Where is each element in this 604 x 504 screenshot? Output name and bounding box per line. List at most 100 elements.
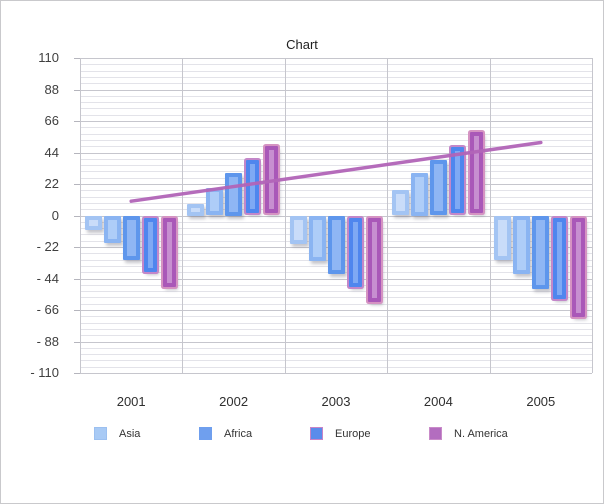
minor-gridline — [80, 64, 592, 66]
minor-gridline — [80, 190, 592, 192]
bar-africa-2002 — [225, 172, 243, 216]
major-gridline — [80, 152, 592, 154]
minor-gridline — [80, 108, 592, 110]
major-gridline — [80, 310, 592, 311]
bar-asia-2004 — [391, 189, 409, 216]
bar-n-america-2004 — [469, 131, 483, 214]
vertical-gridline — [489, 58, 491, 373]
y-tickmark — [74, 58, 80, 59]
bar-europe-2005 — [553, 217, 567, 300]
legend-item-africa: Africa — [199, 427, 252, 440]
minor-gridline — [80, 322, 592, 324]
bar-europe-2002 — [246, 160, 260, 214]
major-gridline — [80, 121, 592, 122]
y-tickmark — [74, 152, 80, 154]
y-tick-label: 66 — [44, 113, 59, 128]
major-gridline — [80, 278, 592, 280]
y-tick-label: 110 — [38, 50, 59, 65]
bar-n-america-2003 — [367, 217, 381, 303]
bar-europe-2001 — [143, 217, 157, 273]
minor-gridline — [80, 297, 592, 299]
y-tickmark — [74, 310, 80, 311]
minor-gridline — [80, 114, 592, 116]
y-tick-label: - 66 — [36, 302, 59, 317]
y-tick-label: - 22 — [36, 239, 59, 254]
y-tickmark — [74, 121, 80, 122]
legend-label: Asia — [119, 427, 141, 440]
vertical-gridline — [284, 58, 286, 373]
y-tick-label: - 44 — [36, 270, 59, 286]
minor-gridline — [80, 347, 592, 349]
legend-item-europe: Europe — [310, 427, 370, 440]
bar-asia-2002 — [187, 204, 205, 216]
y-tick-label: 22 — [44, 176, 59, 191]
legend-label: Africa — [224, 427, 253, 440]
y-tick-label: 44 — [44, 144, 59, 160]
minor-gridline — [80, 95, 592, 97]
bar-europe-2004 — [450, 147, 464, 214]
plot-area — [80, 58, 593, 374]
major-gridline — [80, 373, 592, 374]
y-tick-label: 0 — [51, 207, 59, 223]
y-tickmark — [74, 184, 80, 185]
minor-gridline — [80, 366, 592, 368]
minor-gridline — [80, 202, 592, 204]
major-gridline — [80, 89, 592, 91]
y-tickmark — [74, 373, 80, 374]
y-tick-label: - 110 — [30, 365, 59, 380]
legend-swatch-icon — [310, 427, 323, 440]
bar-africa-2003 — [327, 215, 345, 275]
major-gridline — [80, 184, 592, 185]
y-tickmark — [74, 215, 80, 217]
minor-gridline — [80, 209, 592, 211]
x-tick-label-2002: 2002 — [219, 394, 249, 409]
y-tickmark — [74, 341, 80, 343]
bar-africa-2001 — [122, 215, 140, 260]
minor-gridline — [80, 316, 592, 318]
bar-n-america-2001 — [162, 217, 176, 287]
minor-gridline — [80, 70, 592, 72]
vertical-gridline — [182, 58, 184, 373]
bar-n-america-2002 — [265, 145, 279, 214]
bar-europe-2003 — [348, 217, 362, 287]
minor-gridline — [80, 335, 592, 337]
bar-series-2-2001 — [103, 215, 121, 243]
minor-gridline — [80, 133, 592, 135]
y-tick-label: - 88 — [36, 333, 59, 349]
minor-gridline — [80, 196, 592, 198]
y-axis: 110 88 66 44 22 0 - 22 - 44 - 66 - 88 - 110 — [1, 50, 63, 380]
minor-gridline — [80, 177, 592, 179]
minor-gridline — [80, 146, 592, 148]
minor-gridline — [80, 171, 592, 173]
legend-swatch-icon — [94, 427, 107, 440]
y-tick-label: 88 — [44, 81, 59, 97]
y-tickmark — [74, 278, 80, 280]
minor-gridline — [80, 139, 592, 141]
major-gridline — [80, 341, 592, 343]
major-gridline — [80, 58, 592, 59]
legend-swatch-icon — [199, 427, 212, 440]
vertical-gridline — [387, 58, 389, 373]
x-tick-label-2004: 2004 — [423, 394, 453, 409]
bar-asia-2005 — [494, 215, 512, 260]
minor-gridline — [80, 127, 592, 129]
x-axis: 2001 2002 2003 2004 2005 — [80, 394, 592, 412]
y-tickmark — [74, 247, 80, 248]
chart-title: Chart — [286, 37, 318, 52]
bar-africa-2004 — [429, 159, 447, 216]
minor-gridline — [80, 354, 592, 356]
minor-gridline — [80, 284, 592, 286]
minor-gridline — [80, 328, 592, 330]
x-tick-label-2005: 2005 — [526, 394, 556, 409]
bar-series-2-2003 — [308, 215, 326, 262]
legend: Asia Africa Europe N. America — [1, 427, 603, 447]
bar-africa-2005 — [532, 215, 550, 289]
minor-gridline — [80, 102, 592, 104]
legend-label: Europe — [335, 427, 371, 440]
minor-gridline — [80, 303, 592, 305]
bar-asia-2001 — [84, 215, 102, 230]
minor-gridline — [80, 360, 592, 362]
bar-series-2-2004 — [410, 172, 428, 216]
legend-label: N. America — [454, 427, 508, 440]
